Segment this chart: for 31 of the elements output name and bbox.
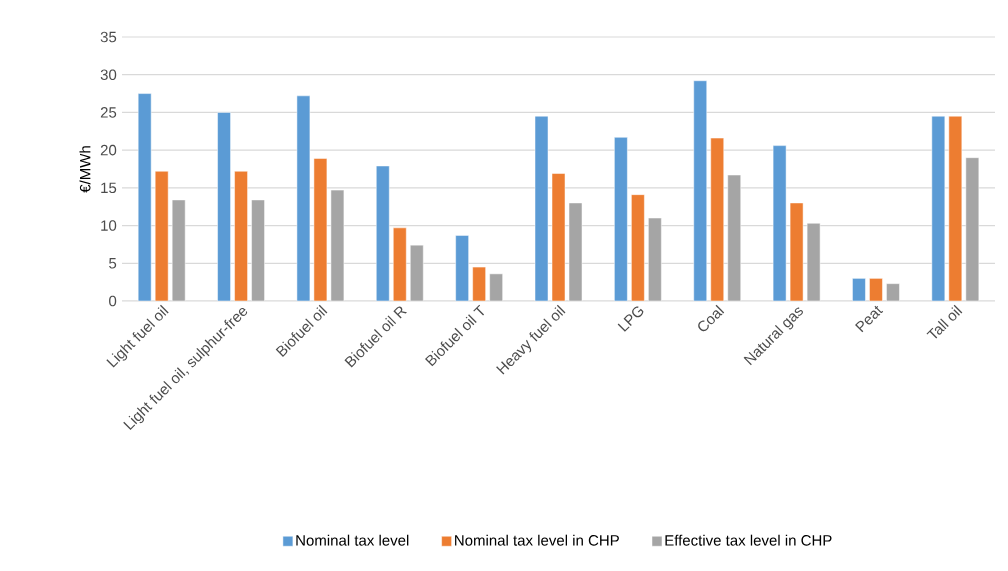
y-tick-label: 30 [100, 69, 117, 81]
bar [710, 137, 724, 301]
y-tick-label: 25 [100, 107, 117, 118]
bar [965, 157, 980, 301]
bar [171, 199, 186, 301]
y-tick-label: 15 [101, 182, 117, 194]
bar [137, 93, 152, 301]
bar [376, 165, 390, 301]
y-tick-label: 20 [100, 144, 117, 156]
y-tick-label: 10 [101, 220, 117, 231]
legend-label: Effective tax level in CHP [665, 534, 832, 546]
bar [251, 199, 265, 301]
bar [217, 112, 231, 301]
bar [393, 227, 407, 301]
y-tick-label: 35 [100, 31, 117, 43]
bar [234, 171, 248, 301]
bar [455, 235, 469, 301]
y-tick-label: 0 [109, 295, 117, 307]
y-axis-title: €/MWh [79, 146, 91, 193]
legend-label: Nominal tax level [296, 534, 409, 546]
bar [154, 171, 169, 301]
bar [631, 194, 645, 301]
x-tick-label: Tall oil [926, 304, 963, 339]
y-tick-label: 5 [109, 258, 117, 269]
bar [948, 115, 963, 301]
legend-label: Nominal tax level in CHP [455, 534, 619, 546]
bar [727, 174, 741, 301]
bar [693, 80, 707, 301]
bar [614, 137, 628, 301]
bar [931, 115, 946, 301]
bar [648, 217, 662, 301]
